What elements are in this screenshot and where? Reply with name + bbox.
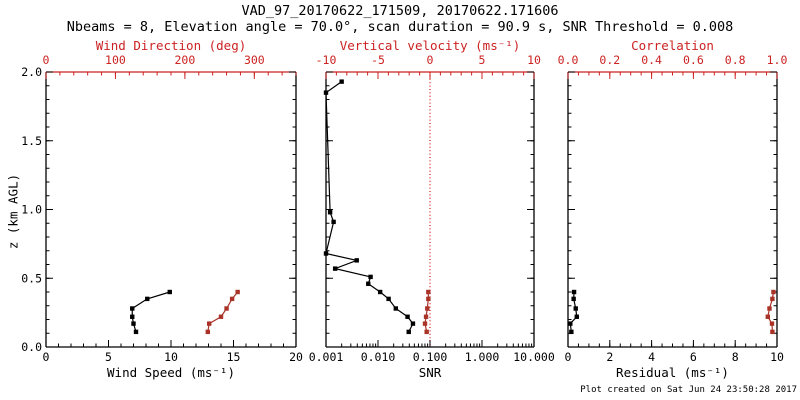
- svg-text:1.0: 1.0: [767, 53, 788, 67]
- svg-text:0.8: 0.8: [725, 53, 746, 67]
- svg-text:10: 10: [770, 350, 784, 364]
- svg-text:0.010: 0.010: [361, 350, 396, 364]
- svg-text:0.4: 0.4: [641, 53, 662, 67]
- svg-text:100: 100: [105, 53, 126, 67]
- svg-text:0: 0: [565, 350, 572, 364]
- svg-text:0.6: 0.6: [683, 53, 704, 67]
- svg-text:300: 300: [244, 53, 265, 67]
- snr-axis-label: SNR: [418, 365, 442, 380]
- svg-text:5: 5: [479, 53, 486, 67]
- svg-text:-10: -10: [316, 53, 337, 67]
- svg-text:1.5: 1.5: [21, 134, 42, 148]
- svg-text:0.100: 0.100: [413, 350, 448, 364]
- plot-created-note: Plot created on Sat Jun 24 23:50:28 2017: [580, 385, 797, 395]
- svg-text:10: 10: [164, 350, 178, 364]
- svg-text:200: 200: [174, 53, 195, 67]
- residual-axis-label: Residual (ms⁻¹): [616, 365, 729, 380]
- svg-text:0: 0: [43, 350, 50, 364]
- svg-text:2: 2: [606, 350, 613, 364]
- svg-text:0.001: 0.001: [309, 350, 344, 364]
- svg-text:0.2: 0.2: [599, 53, 620, 67]
- svg-text:2.0: 2.0: [21, 65, 42, 79]
- wind-direction-axis-label: Wind Direction (deg): [95, 38, 247, 53]
- correlation-axis-label: Correlation: [631, 38, 714, 53]
- plot-title: VAD_97_20170622_171509, 20170622.171606: [241, 3, 559, 19]
- svg-text:5: 5: [105, 350, 112, 364]
- svg-text:0: 0: [43, 53, 50, 67]
- svg-text:10: 10: [527, 53, 541, 67]
- svg-text:1.000: 1.000: [465, 350, 500, 364]
- svg-text:-5: -5: [371, 53, 385, 67]
- wind-speed-axis-label: Wind Speed (ms⁻¹): [107, 365, 235, 380]
- svg-text:0.0: 0.0: [21, 340, 42, 354]
- svg-text:0.0: 0.0: [558, 53, 579, 67]
- svg-text:20: 20: [289, 350, 303, 364]
- plot-subtitle: Nbeams = 8, Elevation angle = 70.0°, sca…: [66, 19, 734, 35]
- svg-text:0.5: 0.5: [21, 271, 42, 285]
- svg-text:6: 6: [690, 350, 697, 364]
- svg-text:4: 4: [648, 350, 655, 364]
- z-axis-label: z (km AGL): [5, 173, 21, 250]
- svg-text:1.0: 1.0: [21, 203, 42, 217]
- svg-text:10.000: 10.000: [513, 350, 555, 364]
- svg-text:15: 15: [227, 350, 241, 364]
- vertical-velocity-axis-label: Vertical velocity (ms⁻¹): [339, 38, 521, 53]
- svg-text:8: 8: [732, 350, 739, 364]
- svg-text:0: 0: [427, 53, 434, 67]
